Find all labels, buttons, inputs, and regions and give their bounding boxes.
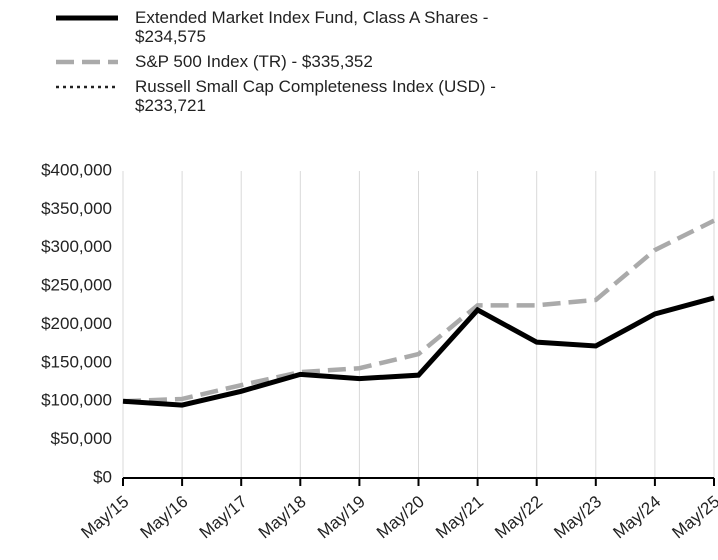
y-tick-label: $350,000 — [41, 199, 112, 218]
x-tick-label: May/21 — [432, 492, 487, 542]
y-tick-label: $300,000 — [41, 237, 112, 256]
y-tick-label: $0 — [93, 467, 112, 486]
y-tick-label: $50,000 — [51, 429, 112, 448]
x-tick-label: May/15 — [78, 492, 133, 542]
y-tick-label: $200,000 — [41, 314, 112, 333]
legend-label: Extended Market Index Fund, Class A Shar… — [135, 8, 489, 46]
y-tick-label: $400,000 — [41, 160, 112, 179]
x-tick-label: May/25 — [669, 492, 718, 542]
x-tick-label: May/20 — [373, 492, 428, 542]
x-tick-label: May/23 — [550, 492, 605, 542]
legend-item: Russell Small Cap Completeness Index (US… — [0, 77, 560, 115]
x-tick-label: May/19 — [314, 492, 369, 542]
x-tick-label: May/24 — [609, 492, 664, 542]
y-tick-label: $250,000 — [41, 276, 112, 295]
legend-swatch — [56, 59, 118, 65]
x-tick-label: May/18 — [255, 492, 310, 542]
legend-item: S&P 500 Index (TR) - $335,352 — [0, 52, 560, 71]
legend-item: Extended Market Index Fund, Class A Shar… — [0, 8, 560, 46]
legend-swatch — [56, 85, 118, 89]
series-line — [122, 295, 715, 408]
y-tick-label: $150,000 — [41, 352, 112, 371]
x-tick-label: May/22 — [491, 492, 546, 542]
series-line — [122, 218, 716, 404]
y-tick-label: $100,000 — [41, 391, 112, 410]
x-tick-label: May/17 — [196, 492, 251, 542]
x-tick-label: May/16 — [137, 492, 192, 542]
legend-swatch — [56, 15, 118, 21]
legend-label: S&P 500 Index (TR) - $335,352 — [135, 52, 373, 71]
legend-label: Russell Small Cap Completeness Index (US… — [135, 77, 496, 115]
legend: Extended Market Index Fund, Class A Shar… — [0, 8, 560, 121]
